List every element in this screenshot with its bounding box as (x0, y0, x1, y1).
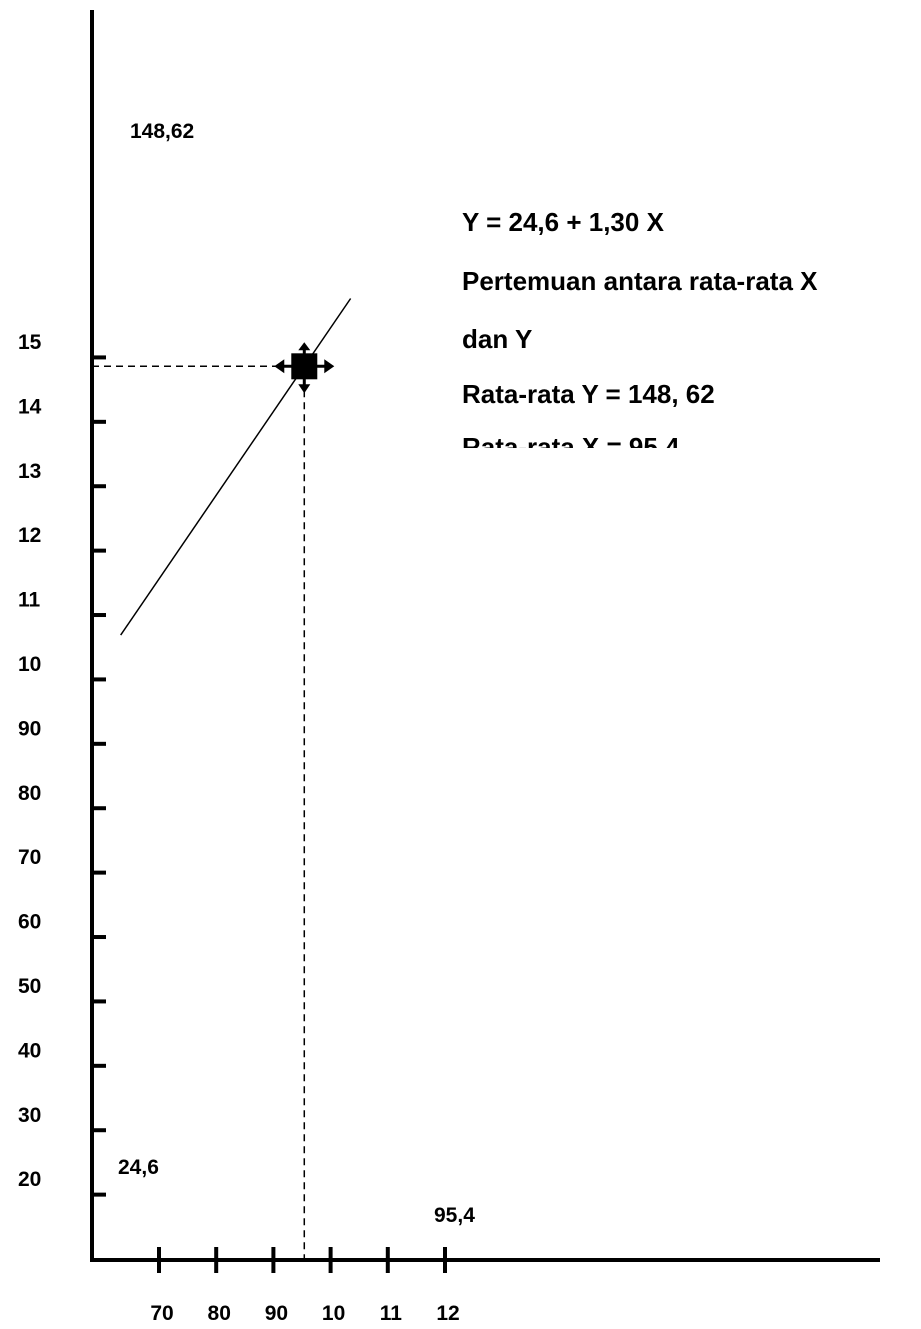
y-tick-label: 11 (18, 589, 41, 612)
mean-x-label: 95,4 (434, 1204, 475, 1227)
mean-x-annotation: Rata-rata X = 95,4 (462, 432, 680, 448)
x-tick-label: 90 (265, 1302, 288, 1325)
mean-y-label: 148,62 (130, 120, 194, 143)
y-tick-label: 13 (18, 460, 41, 483)
y-tick-label: 15 (18, 331, 42, 354)
intercept-label: 24,6 (118, 1156, 159, 1179)
x-tick-label: 70 (150, 1302, 173, 1325)
marker-arrow-right (324, 359, 335, 374)
x-tick-label: 12 (436, 1302, 459, 1325)
y-tick-label: 10 (18, 653, 41, 676)
mean-y-annotation: Rata-rata Y = 148, 62 (462, 379, 715, 409)
y-tick-label: 14 (18, 395, 42, 418)
marker-arrow-down (298, 384, 311, 394)
regression-line (120, 298, 352, 636)
y-tick-label: 30 (18, 1104, 41, 1127)
y-ticks: 15 14 13 12 11 10 90 80 70 60 50 40 30 20 (18, 331, 106, 1197)
x-ticks: 70 80 90 10 11 12 (150, 1247, 460, 1325)
y-tick-label: 12 (18, 524, 41, 547)
mean-guides (92, 365, 306, 1260)
y-tick-label: 60 (18, 911, 41, 934)
regression-annotation: Y = 24,6 + 1,30 X Pertemuan antara rata-… (462, 200, 921, 448)
equation-text: Y = 24,6 + 1,30 X (462, 207, 664, 237)
y-tick-label: 20 (18, 1168, 41, 1191)
regression-series (120, 298, 352, 636)
annotation-line-1: Pertemuan antara rata-rata X (462, 266, 818, 296)
y-tick-label: 50 (18, 975, 41, 998)
annotation-line-2: dan Y (462, 324, 533, 354)
marker-arrow-left (274, 359, 285, 374)
y-tick-label: 80 (18, 782, 41, 805)
mean-point-marker (274, 342, 335, 394)
point-labels: 148,62 95,4 24,6 (118, 120, 475, 1227)
marker-arrow-up (298, 342, 311, 351)
y-tick-label: 90 (18, 717, 41, 740)
y-tick-label: 70 (18, 846, 41, 869)
y-tick-label: 40 (18, 1039, 41, 1062)
x-tick-label: 10 (322, 1302, 345, 1325)
x-tick-label: 80 (208, 1302, 231, 1325)
x-tick-label: 11 (380, 1302, 403, 1325)
axes (90, 10, 880, 1262)
